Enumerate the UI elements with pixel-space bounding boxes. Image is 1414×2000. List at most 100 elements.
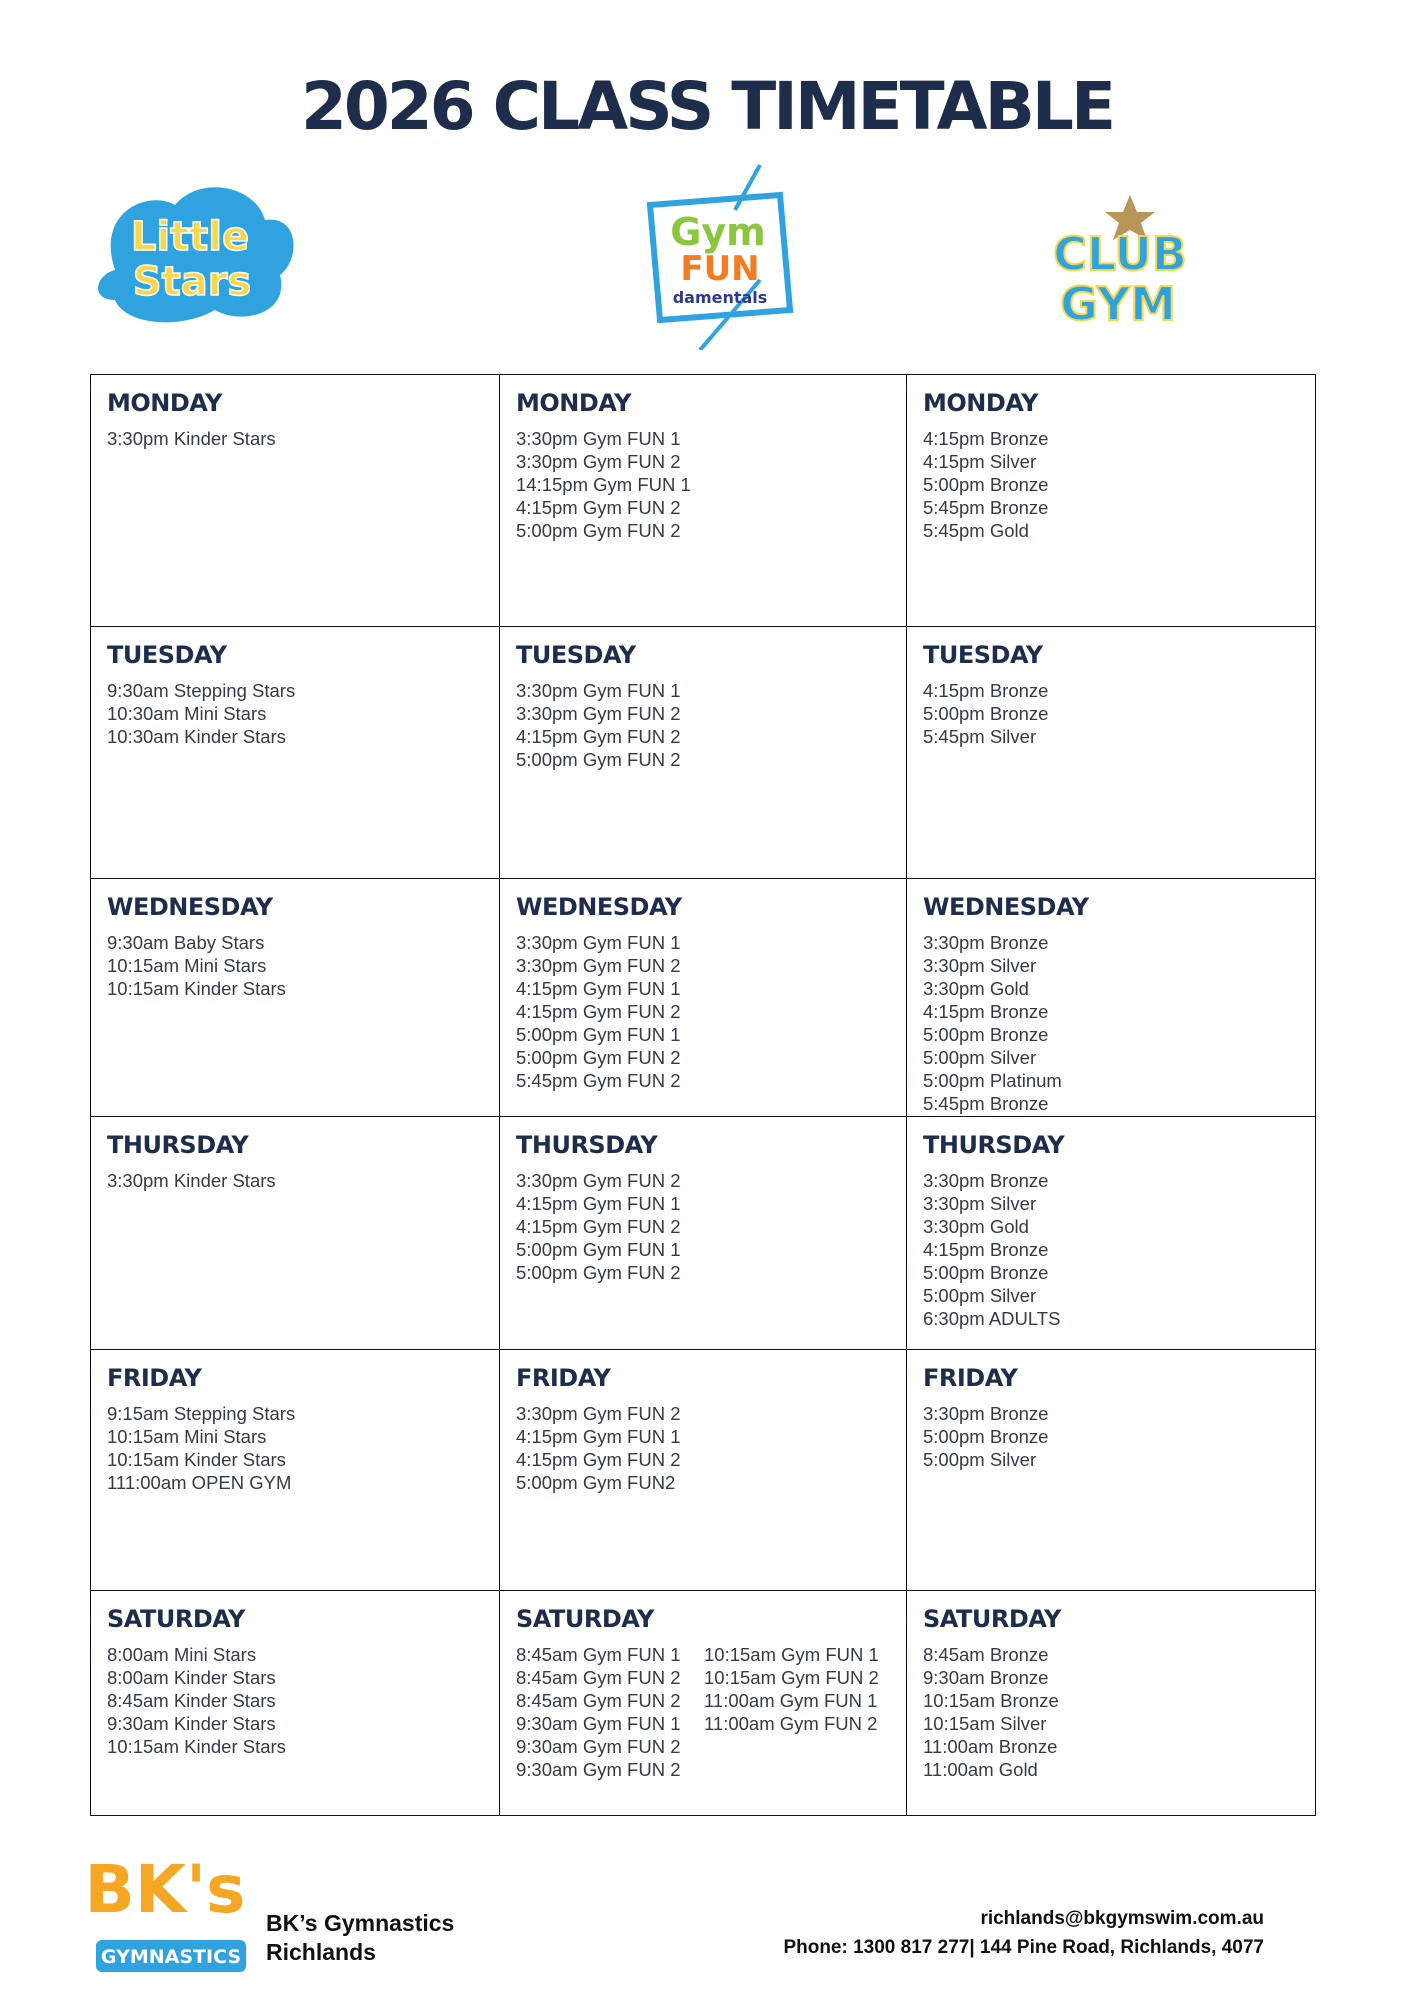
class-list: 3:30pm Bronze 5:00pm Bronze 5:00pm Silver xyxy=(923,1402,1048,1471)
class-entry: 5:00pm Bronze xyxy=(923,474,1049,495)
day-heading: THURSDAY xyxy=(516,1131,658,1159)
class-entry: 8:45am Gym FUN 2 xyxy=(516,1690,681,1711)
class-entry: 8:45am Gym FUN 1 xyxy=(516,1644,681,1665)
class-entry: 4:15pm Gym FUN 2 xyxy=(516,1449,681,1470)
class-entry: 8:00am Kinder Stars xyxy=(107,1667,276,1688)
class-list: 10:15am Gym FUN 1 10:15am Gym FUN 2 11:00a… xyxy=(704,1643,879,1735)
timetable-cell: FRIDAY 9:15am Stepping Stars 10:15am Mini … xyxy=(90,1349,500,1591)
class-entry: 10:15am Kinder Stars xyxy=(107,1449,286,1470)
timetable-cell: WEDNESDAY 9:30am Baby Stars 10:15am Mini S… xyxy=(90,878,500,1117)
little-stars-logo: Little Stars xyxy=(98,187,294,323)
class-entry: 11:00am Gym FUN 1 xyxy=(704,1690,878,1711)
timetable-cell: FRIDAY 3:30pm Gym FUN 2 4:15pm Gym FUN 1 4:… xyxy=(499,1349,907,1591)
class-list: 9:30am Baby Stars 10:15am Mini Stars 10:15… xyxy=(107,931,286,1000)
day-heading: SATURDAY xyxy=(107,1605,245,1633)
day-heading: TUESDAY xyxy=(923,641,1043,669)
class-entry: 3:30pm Bronze xyxy=(923,932,1049,953)
class-entry: 6:30pm ADULTS xyxy=(923,1308,1061,1329)
class-entry: 9:30am Baby Stars xyxy=(107,932,265,953)
class-list: 3:30pm Gym FUN 2 4:15pm Gym FUN 1 4:15pm G… xyxy=(516,1169,681,1284)
class-entry: 10:30am Kinder Stars xyxy=(107,726,286,747)
day-heading: FRIDAY xyxy=(516,1364,611,1392)
class-entry: 5:00pm Silver xyxy=(923,1449,1037,1470)
class-entry: 10:15am Mini Stars xyxy=(107,1426,267,1447)
logo-text: CLUB xyxy=(1053,227,1187,281)
class-entry: 9:15am Stepping Stars xyxy=(107,1403,296,1424)
class-entry: 10:15am Kinder Stars xyxy=(107,1736,286,1757)
day-heading: FRIDAY xyxy=(923,1364,1018,1392)
class-entry: 4:15pm Gym FUN 2 xyxy=(516,726,681,747)
timetable-cell: SATURDAY 8:45am Gym FUN 1 8:45am Gym FUN 2… xyxy=(499,1590,907,1816)
class-entry: 4:15pm Silver xyxy=(923,451,1037,472)
class-entry: 5:00pm Gym FUN 1 xyxy=(516,1024,681,1045)
logo-text: FUN xyxy=(680,249,759,289)
class-entry: 3:30pm Gym FUN 2 xyxy=(516,955,681,976)
timetable-cell: THURSDAY 3:30pm Kinder Stars xyxy=(90,1116,500,1350)
class-entry: 3:30pm Gym FUN 2 xyxy=(516,1403,681,1424)
class-entry: 14:15pm Gym FUN 1 xyxy=(516,474,691,495)
logos: Little Stars Gym FUN damentals CLUB GYM xyxy=(98,164,1188,350)
class-entry: 10:15am Gym FUN 1 xyxy=(704,1644,879,1665)
class-entry: 4:15pm Gym FUN 2 xyxy=(516,1216,681,1237)
class-entry: 3:30pm Gym FUN 1 xyxy=(516,428,681,449)
logo-text: Little xyxy=(131,214,249,260)
class-entry: 9:30am Gym FUN 1 xyxy=(516,1713,681,1734)
class-entry: 3:30pm Silver xyxy=(923,955,1037,976)
class-entry: 3:30pm Gym FUN 1 xyxy=(516,932,681,953)
day-heading: SATURDAY xyxy=(516,1605,654,1633)
day-heading: THURSDAY xyxy=(923,1131,1065,1159)
class-entry: 5:45pm Gold xyxy=(923,520,1029,541)
class-entry: 3:30pm Bronze xyxy=(923,1403,1049,1424)
logo-text: Stars xyxy=(133,259,251,305)
class-entry: 5:00pm Gym FUN 2 xyxy=(516,1262,681,1283)
timetable-cell: FRIDAY 3:30pm Bronze 5:00pm Bronze 5:00pm S… xyxy=(906,1349,1316,1591)
class-entry: 5:45pm Bronze xyxy=(923,497,1049,518)
class-list: 3:30pm Bronze 3:30pm Silver 3:30pm Gold 4:1… xyxy=(923,1169,1060,1330)
class-entry: 5:00pm Bronze xyxy=(923,703,1049,724)
class-list: 3:30pm Gym FUN 1 3:30pm Gym FUN 2 4:15pm G… xyxy=(516,931,681,1092)
class-entry: 4:15pm Bronze xyxy=(923,680,1049,701)
class-entry: 10:15am Gym FUN 2 xyxy=(704,1667,879,1688)
class-list: 3:30pm Kinder Stars xyxy=(107,427,276,450)
day-heading: TUESDAY xyxy=(107,641,227,669)
class-entry: 5:00pm Silver xyxy=(923,1285,1037,1306)
class-list: 3:30pm Gym FUN 1 3:30pm Gym FUN 2 4:15pm G… xyxy=(516,679,681,771)
day-heading: WEDNESDAY xyxy=(923,893,1089,921)
class-list: 8:45am Gym FUN 1 8:45am Gym FUN 2 8:45am G… xyxy=(516,1643,681,1781)
day-heading: FRIDAY xyxy=(107,1364,202,1392)
class-entry: 5:45pm Bronze xyxy=(923,1093,1049,1114)
logo-text: GYM xyxy=(1060,277,1176,331)
class-entry: 5:00pm Platinum xyxy=(923,1070,1062,1091)
timetable-cell: WEDNESDAY 3:30pm Bronze 3:30pm Silver 3:30p… xyxy=(906,878,1316,1117)
class-entry: 10:15am Mini Stars xyxy=(107,955,267,976)
day-heading: MONDAY xyxy=(107,389,222,417)
class-entry: 3:30pm Silver xyxy=(923,1193,1037,1214)
footer-email: richlands@bkgymswim.com.au xyxy=(980,1908,1264,1929)
timetable-cell: MONDAY 4:15pm Bronze 4:15pm Silver 5:00pm B… xyxy=(906,374,1316,627)
timetable-cell: TUESDAY 9:30am Stepping Stars 10:30am Mini… xyxy=(90,626,500,879)
logo-text: damentals xyxy=(673,288,768,307)
class-entry: 4:15pm Gym FUN 1 xyxy=(516,1193,681,1214)
logo-text: GYMNASTICS xyxy=(101,1946,241,1968)
timetable-cell: MONDAY 3:30pm Kinder Stars xyxy=(90,374,500,627)
class-entry: 9:30am Gym FUN 2 xyxy=(516,1736,681,1757)
class-entry: 4:15pm Gym FUN 2 xyxy=(516,497,681,518)
class-entry: 3:30pm Gym FUN 2 xyxy=(516,703,681,724)
class-entry: 4:15pm Bronze xyxy=(923,1001,1049,1022)
class-entry: 11:00am Gym FUN 2 xyxy=(704,1713,878,1734)
logo-text: BK's xyxy=(90,1851,245,1928)
class-entry: 4:15pm Gym FUN 1 xyxy=(516,978,681,999)
class-entry: 11:00am Gold xyxy=(923,1759,1038,1780)
timetable-cell: SATURDAY 8:45am Bronze 9:30am Bronze 10:15a… xyxy=(906,1590,1316,1816)
timetable-cell: THURSDAY 3:30pm Gym FUN 2 4:15pm Gym FUN 1… xyxy=(499,1116,907,1350)
class-entry: 5:00pm Gym FUN 2 xyxy=(516,520,681,541)
class-list: 9:30am Stepping Stars 10:30am Mini Stars 1… xyxy=(107,679,295,748)
class-entry: 4:15pm Bronze xyxy=(923,428,1049,449)
timetable-cell: WEDNESDAY 3:30pm Gym FUN 1 3:30pm Gym FUN … xyxy=(499,878,907,1117)
class-list: 4:15pm Bronze 4:15pm Silver 5:00pm Bronze 5… xyxy=(923,427,1048,542)
class-entry: 8:45am Kinder Stars xyxy=(107,1690,276,1711)
class-entry: 5:45pm Silver xyxy=(923,726,1037,747)
class-entry: 3:30pm Kinder Stars xyxy=(107,428,276,449)
